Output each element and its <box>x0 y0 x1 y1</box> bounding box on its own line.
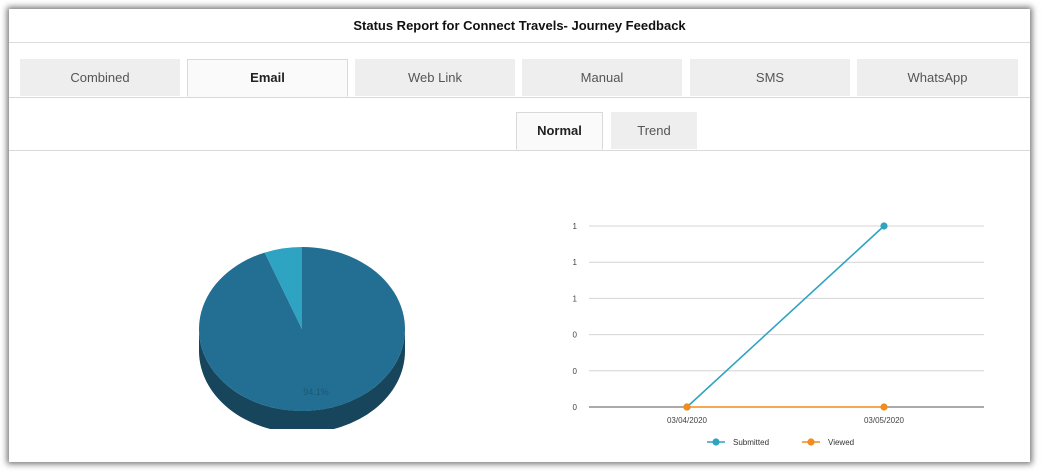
pie-slice-1 <box>264 247 302 329</box>
pie-slice-label-0: 94.1% <box>303 387 329 397</box>
line-chart: 0 0 0 1 1 1 03/04/2020 03/05/2020 Submitted Viewe… <box>573 222 984 447</box>
legend-label: Viewed <box>828 438 854 447</box>
data-point-viewed <box>880 403 888 411</box>
x-tick-label: 03/04/2020 <box>667 416 708 425</box>
series-line-submitted <box>686 225 885 408</box>
channel-tabs: Combined Email Web Link Manual SMS Whats… <box>9 59 1030 98</box>
y-tick-label: 0 <box>573 403 578 412</box>
pie-chart: 94.1% <box>199 247 405 429</box>
data-point-viewed <box>683 403 691 411</box>
legend-marker <box>712 438 720 446</box>
y-tick-label: 0 <box>573 331 578 340</box>
y-tick-label: 1 <box>573 294 578 303</box>
legend-marker <box>807 438 815 446</box>
tab-email[interactable]: Email <box>187 59 348 97</box>
pie-side <box>199 329 405 429</box>
tab-web-link[interactable]: Web Link <box>355 59 515 96</box>
report-title: Status Report for Connect Travels- Journ… <box>9 9 1030 43</box>
tab-manual[interactable]: Manual <box>522 59 682 96</box>
legend-label: Submitted <box>733 438 769 447</box>
view-tabs: Normal Trend <box>9 112 1030 151</box>
tab-normal[interactable]: Normal <box>516 112 603 150</box>
y-tick-label: 1 <box>573 258 578 267</box>
x-tick-label: 03/05/2020 <box>864 416 905 425</box>
tab-combined[interactable]: Combined <box>20 59 180 96</box>
tab-trend[interactable]: Trend <box>611 112 697 149</box>
tab-whatsapp[interactable]: WhatsApp <box>857 59 1018 96</box>
report-panel: Status Report for Connect Travels- Journ… <box>9 9 1030 462</box>
y-tick-label: 1 <box>573 222 578 231</box>
tab-sms[interactable]: SMS <box>690 59 850 96</box>
data-point-submitted <box>880 222 888 230</box>
y-tick-label: 0 <box>573 367 578 376</box>
